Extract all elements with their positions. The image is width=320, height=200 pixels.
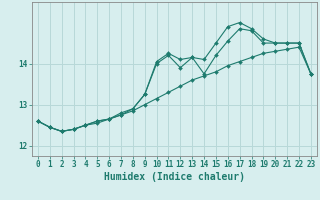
- X-axis label: Humidex (Indice chaleur): Humidex (Indice chaleur): [104, 172, 245, 182]
